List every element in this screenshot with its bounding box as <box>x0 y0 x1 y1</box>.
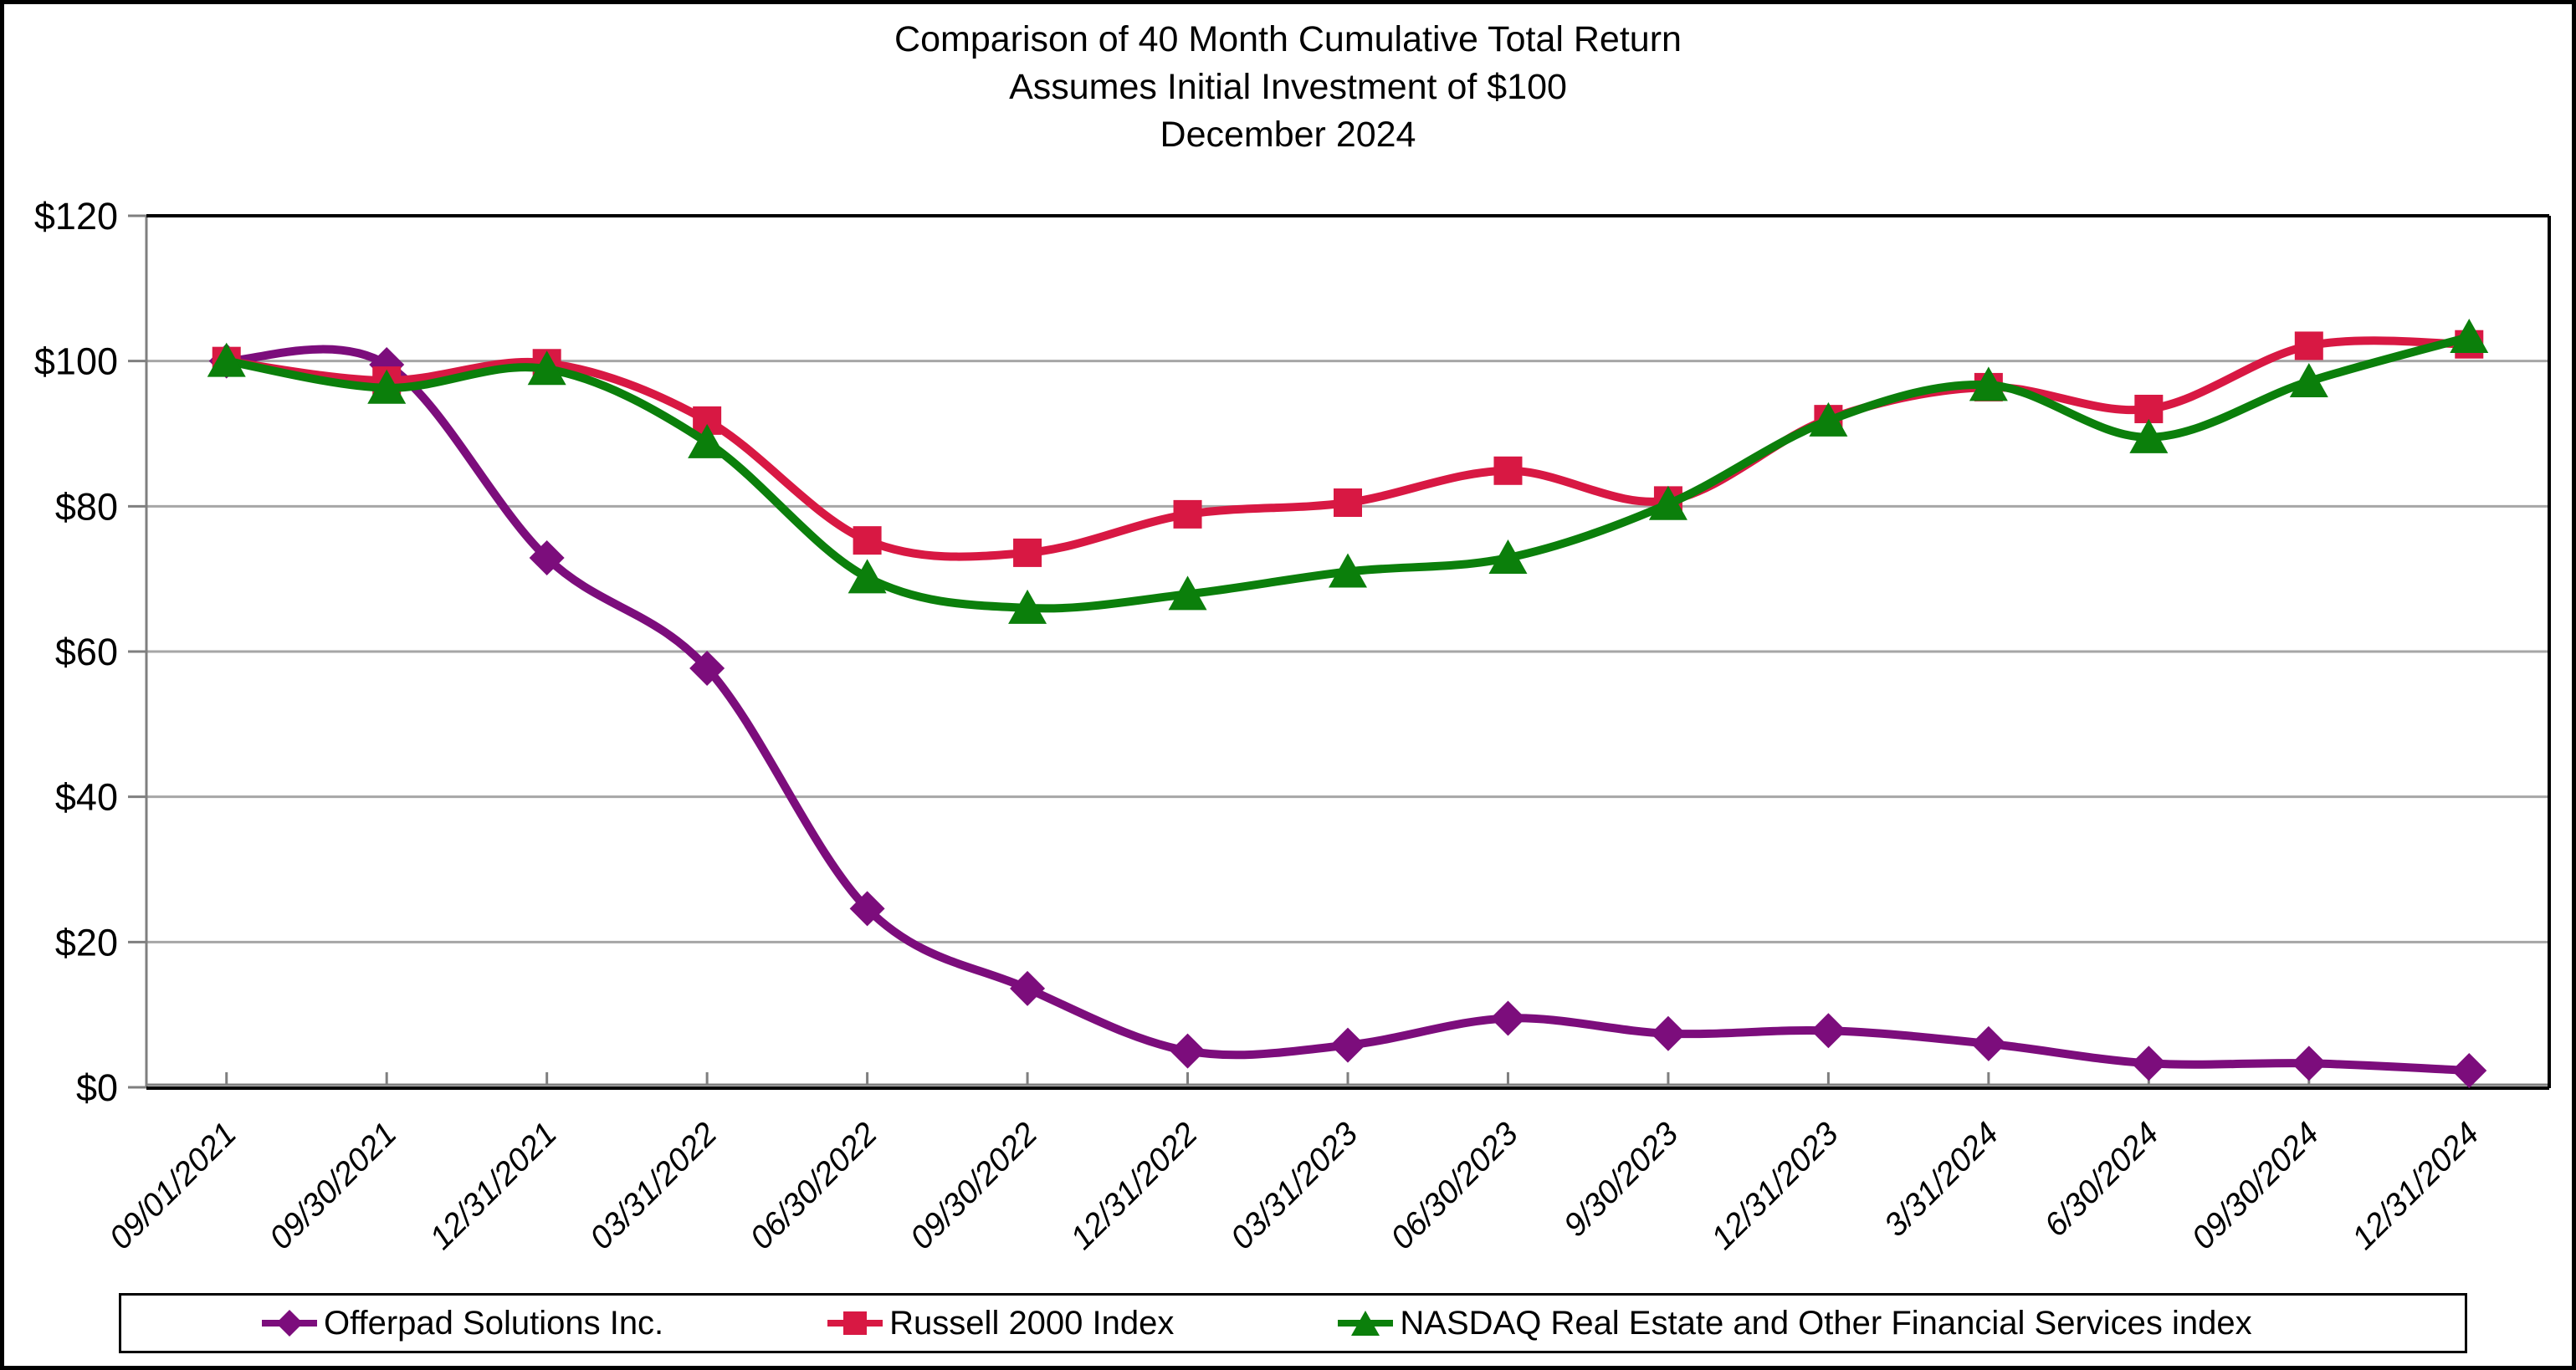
offerpad-data-point-marker <box>1970 1025 2006 1061</box>
russell-data-point-marker <box>1173 499 1202 529</box>
x-axis-tick-label: 03/31/2023 <box>1224 1116 1365 1257</box>
x-axis-tick-label: 3/31/2024 <box>1877 1116 2005 1244</box>
nasdaq-data-point-marker <box>2289 362 2328 397</box>
legend-item-nasdaq: NASDAQ Real Estate and Other Financial S… <box>1338 1304 2252 1342</box>
chart-title-line1: Comparison of 40 Month Cumulative Total … <box>894 19 1682 59</box>
nasdaq-data-point-marker <box>1168 575 1207 611</box>
x-axis-tick-label: 09/30/2022 <box>904 1116 1045 1257</box>
offerpad-data-point-marker <box>1650 1015 1686 1051</box>
russell-data-point-marker <box>1013 538 1042 567</box>
y-axis-tick-label: $80 <box>55 485 118 528</box>
nasdaq-data-point-marker <box>1008 589 1047 624</box>
nasdaq-data-point-marker <box>2450 319 2489 354</box>
nasdaq-triangle-marker-icon <box>1338 1311 1394 1336</box>
russell-square-marker-icon <box>827 1311 883 1335</box>
nasdaq-data-point-marker <box>1488 539 1528 574</box>
russell-data-point-marker <box>1334 488 1362 517</box>
legend-label-russell: Russell 2000 Index <box>889 1304 1175 1342</box>
offerpad-data-point-marker <box>849 891 885 927</box>
y-axis-tick-label: $120 <box>34 195 118 238</box>
offerpad-data-point-marker <box>2291 1045 2327 1081</box>
nasdaq-data-point-marker <box>1648 485 1687 520</box>
y-axis-tick-label: $0 <box>76 1066 118 1109</box>
y-axis-tick-label: $100 <box>34 340 118 383</box>
x-axis-tick-label: 12/31/2022 <box>1063 1116 1205 1257</box>
y-axis-tick-label: $20 <box>55 921 118 964</box>
offerpad-series-line <box>222 345 2474 1075</box>
nasdaq-data-point-marker <box>848 559 887 594</box>
nasdaq-data-point-marker <box>688 423 727 458</box>
offerpad-data-point-marker <box>1330 1027 1365 1063</box>
legend-label-nasdaq: NASDAQ Real Estate and Other Financial S… <box>1400 1304 2252 1342</box>
x-axis-tick-label: 06/30/2023 <box>1384 1116 1525 1257</box>
x-axis-tick-label: 12/31/2024 <box>2345 1116 2486 1256</box>
nasdaq-data-point-marker <box>2129 418 2169 453</box>
x-axis-tick-label: 09/30/2021 <box>263 1116 403 1256</box>
offerpad-data-point-marker <box>2451 1053 2487 1089</box>
russell-data-point-marker <box>1493 456 1523 485</box>
russell-data-point-marker <box>2294 331 2323 360</box>
x-axis-tick-label: 03/31/2022 <box>583 1116 725 1257</box>
offerpad-data-point-marker <box>2131 1045 2167 1081</box>
x-axis-tick-label: 12/31/2023 <box>1704 1116 1846 1257</box>
legend-label-offerpad: Offerpad Solutions Inc. <box>324 1304 664 1342</box>
x-axis-tick-label: 12/31/2021 <box>423 1116 564 1256</box>
legend: Offerpad Solutions Inc. Russell 2000 Ind… <box>119 1293 2467 1353</box>
offerpad-data-point-marker <box>529 539 565 575</box>
offerpad-data-point-marker <box>689 650 725 686</box>
nasdaq-data-point-marker <box>1969 366 2008 401</box>
x-axis-tick-label: 09/30/2024 <box>2185 1116 2326 1256</box>
legend-item-offerpad: Offerpad Solutions Inc. <box>262 1305 663 1342</box>
offerpad-data-point-marker <box>1170 1033 1206 1069</box>
nasdaq-data-point-marker <box>1329 553 1367 588</box>
nasdaq-data-point-marker <box>367 369 407 404</box>
x-axis-tick-label: 09/01/2021 <box>103 1116 243 1256</box>
x-axis-tick-label: 06/30/2022 <box>744 1116 885 1257</box>
chart-title-block: Comparison of 40 Month Cumulative Total … <box>4 16 2572 159</box>
nasdaq-data-point-marker <box>527 350 566 386</box>
russell-data-point-marker <box>2134 394 2164 423</box>
nasdaq-data-point-marker <box>1809 401 1848 437</box>
offerpad-data-point-marker <box>1010 970 1046 1006</box>
chart-title-line2: Assumes Initial Investment of $100 <box>1009 67 1567 107</box>
x-axis-tick-label: 9/30/2023 <box>1557 1116 1685 1244</box>
russell-data-point-marker <box>853 526 882 555</box>
offerpad-diamond-marker-icon <box>262 1310 317 1337</box>
y-axis-tick-label: $60 <box>55 631 118 673</box>
nasdaq-data-point-marker <box>207 342 246 377</box>
y-axis-tick-label: $40 <box>55 776 118 819</box>
offerpad-data-point-marker <box>1810 1013 1846 1049</box>
chart-title-line3: December 2024 <box>1160 115 1416 155</box>
offerpad-data-point-marker <box>1490 1000 1526 1036</box>
legend-item-russell: Russell 2000 Index <box>827 1305 1174 1342</box>
x-axis-tick-label: 6/30/2024 <box>2038 1116 2166 1244</box>
